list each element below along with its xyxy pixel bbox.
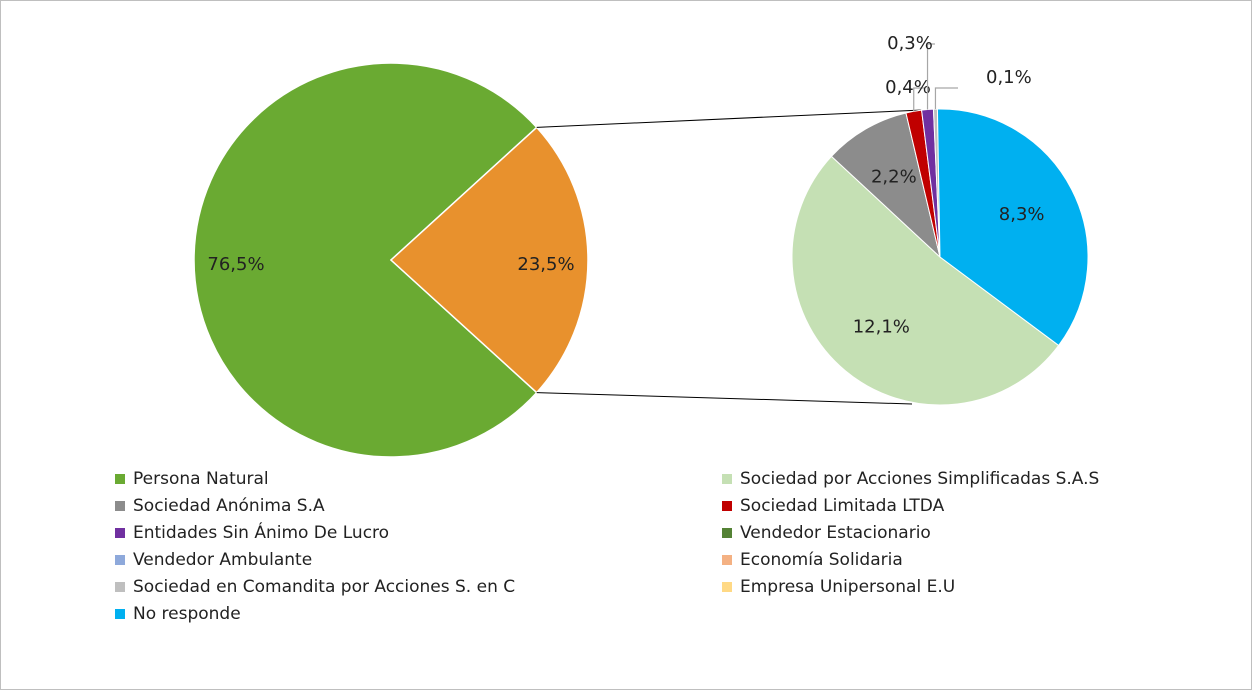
- legend-label: Persona Natural: [133, 469, 269, 489]
- leader-line: [926, 43, 935, 110]
- legend-label: Sociedad Anónima S.A: [133, 496, 325, 516]
- legend-label: Economía Solidaria: [740, 550, 903, 570]
- legend-swatch: [115, 501, 125, 511]
- legend-swatch: [722, 474, 732, 484]
- leader-line: [913, 87, 924, 112]
- legend-swatch: [722, 528, 732, 538]
- legend-label: Empresa Unipersonal E.U: [740, 577, 955, 597]
- data-label: 8,3%: [999, 204, 1045, 225]
- legend-swatch: [115, 528, 125, 538]
- data-label: 0,3%: [887, 33, 933, 54]
- legend-swatch: [722, 582, 732, 592]
- legend-swatch: [115, 582, 125, 592]
- legend-label: Sociedad en Comandita por Acciones S. en…: [133, 577, 515, 597]
- data-label: 12,1%: [853, 317, 910, 338]
- legend-label: Sociedad Limitada LTDA: [740, 496, 945, 516]
- legend-swatch: [722, 555, 732, 565]
- data-label: 0,1%: [986, 67, 1032, 88]
- pie-slice: [830, 112, 941, 259]
- pie-slice: [791, 155, 1060, 406]
- legend-swatch: [115, 609, 125, 619]
- leader-line: [934, 87, 958, 110]
- legend-label: Vendedor Estacionario: [740, 523, 931, 543]
- legend-label: No responde: [133, 604, 241, 624]
- legend-swatch: [115, 555, 125, 565]
- legend-swatch: [722, 501, 732, 511]
- pie-slice: [193, 62, 538, 458]
- pie-slice: [389, 126, 589, 394]
- data-label: 76,5%: [207, 254, 264, 275]
- connector-line: [536, 392, 913, 405]
- data-label: 0,4%: [885, 77, 931, 98]
- legend-swatch: [115, 474, 125, 484]
- data-label: 23,5%: [517, 254, 574, 275]
- data-label: 2,2%: [871, 167, 917, 188]
- connector-line: [536, 109, 923, 128]
- legend-label: Sociedad por Acciones Simplificadas S.A.…: [740, 469, 1099, 489]
- pie-slice: [936, 108, 1089, 347]
- legend-label: Entidades Sin Ánimo De Lucro: [133, 521, 389, 543]
- legend-label: Vendedor Ambulante: [133, 550, 312, 570]
